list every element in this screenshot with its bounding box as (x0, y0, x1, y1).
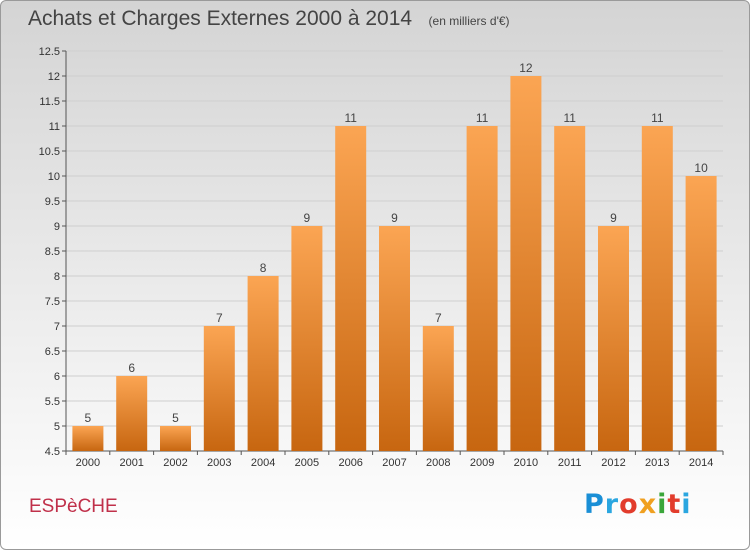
x-tick-label-2003: 2003 (207, 457, 231, 469)
bar-2000 (72, 426, 104, 451)
data-labels: 5 6 5 7 8 9 11 9 7 11 12 11 9 11 10 (85, 61, 709, 425)
chart-unit: (en milliers d'€) (428, 14, 510, 28)
bar-2008 (422, 326, 454, 451)
logo-letter: i (657, 489, 668, 520)
proxiti-logo[interactable]: Proxiti (584, 489, 692, 520)
bar-2013 (641, 126, 673, 451)
data-label-2004: 8 (260, 261, 267, 275)
bar-2009 (466, 126, 498, 451)
commune-name: ESPèCHE (29, 496, 118, 517)
bar-2006 (335, 126, 367, 451)
y-tick-label: 5 (54, 421, 60, 433)
bars (72, 76, 717, 451)
data-label-2005: 9 (304, 211, 311, 225)
x-tick-label-2004: 2004 (251, 457, 275, 469)
logo-letter: o (619, 489, 639, 520)
data-label-2009: 11 (476, 111, 489, 125)
y-tick-label: 10 (48, 171, 60, 183)
data-label-2013: 11 (651, 111, 664, 125)
x-tick-label-2000: 2000 (76, 457, 100, 469)
logo-letter: i (681, 489, 692, 520)
x-tick-label-2008: 2008 (426, 457, 450, 469)
y-tick-label: 11.5 (39, 96, 60, 108)
bar-2007 (379, 226, 410, 451)
x-tick-label-2007: 2007 (382, 457, 406, 469)
x-tick-label-2013: 2013 (645, 457, 669, 469)
y-tick-label: 5.5 (45, 396, 60, 408)
x-tick-label-2006: 2006 (338, 457, 362, 469)
bar-2001 (116, 376, 148, 451)
y-tick-label: 12 (48, 71, 60, 83)
x-tick-label-2014: 2014 (689, 457, 713, 469)
x-tick-label-2005: 2005 (295, 457, 319, 469)
bar-2011 (554, 126, 586, 451)
x-tick-label-2002: 2002 (163, 457, 187, 469)
data-label-2010: 12 (519, 61, 533, 75)
title-row: Achats et Charges Externes 2000 à 2014 (… (28, 7, 510, 31)
x-tick-label-2010: 2010 (514, 457, 538, 469)
data-label-2008: 7 (435, 311, 442, 325)
logo-letter: t (667, 489, 682, 520)
bar-2012 (598, 226, 629, 451)
logo-letter: P (584, 489, 605, 520)
x-tick-label-2009: 2009 (470, 457, 494, 469)
y-tick-labels: 4.5 5 5.5 6 6.5 7 7.5 8 8.5 9 9.5 10 10.5 11 11.5 12 12.… (39, 46, 60, 458)
logo-letter: r (604, 489, 620, 520)
bar-2003 (203, 326, 235, 451)
bar-2014 (685, 176, 717, 451)
y-tick-label: 7 (54, 321, 60, 333)
data-label-2006: 11 (344, 111, 357, 125)
data-label-2000: 5 (85, 411, 92, 425)
data-label-2001: 6 (128, 361, 135, 375)
y-tick-label: 9.5 (45, 196, 60, 208)
y-tick-label: 9 (54, 221, 60, 233)
data-label-2014: 10 (694, 161, 708, 175)
y-tick-label: 11 (49, 121, 60, 133)
bar-2002 (160, 426, 191, 451)
y-tick-label: 8 (54, 271, 60, 283)
y-tick-label: 10.5 (39, 146, 60, 158)
bar-2004 (247, 276, 279, 451)
y-tick-label: 12.5 (39, 46, 60, 58)
x-tick-label-2012: 2012 (601, 457, 625, 469)
y-tick-label: 8.5 (45, 246, 60, 258)
data-label-2012: 9 (610, 211, 617, 225)
bar-2005 (291, 226, 323, 451)
x-tick-labels: 2000 2001 2002 2003 2004 2005 2006 2007 2008 2009… (65, 451, 724, 469)
data-label-2003: 7 (216, 311, 223, 325)
chart-title: Achats et Charges Externes 2000 à 2014 (28, 7, 413, 30)
y-tick-label: 7.5 (45, 296, 60, 308)
y-tick-label: 6.5 (45, 346, 60, 358)
y-tick-label: 4.5 (45, 446, 60, 458)
data-label-2002: 5 (172, 411, 179, 425)
data-label-2007: 9 (391, 211, 398, 225)
x-tick-label-2011: 2011 (558, 457, 582, 469)
logo-letter: x (638, 489, 658, 520)
y-tick-label: 6 (54, 371, 60, 383)
x-tick-label-2001: 2001 (119, 457, 143, 469)
data-label-2011: 11 (563, 111, 576, 125)
bar-2010 (510, 76, 542, 451)
